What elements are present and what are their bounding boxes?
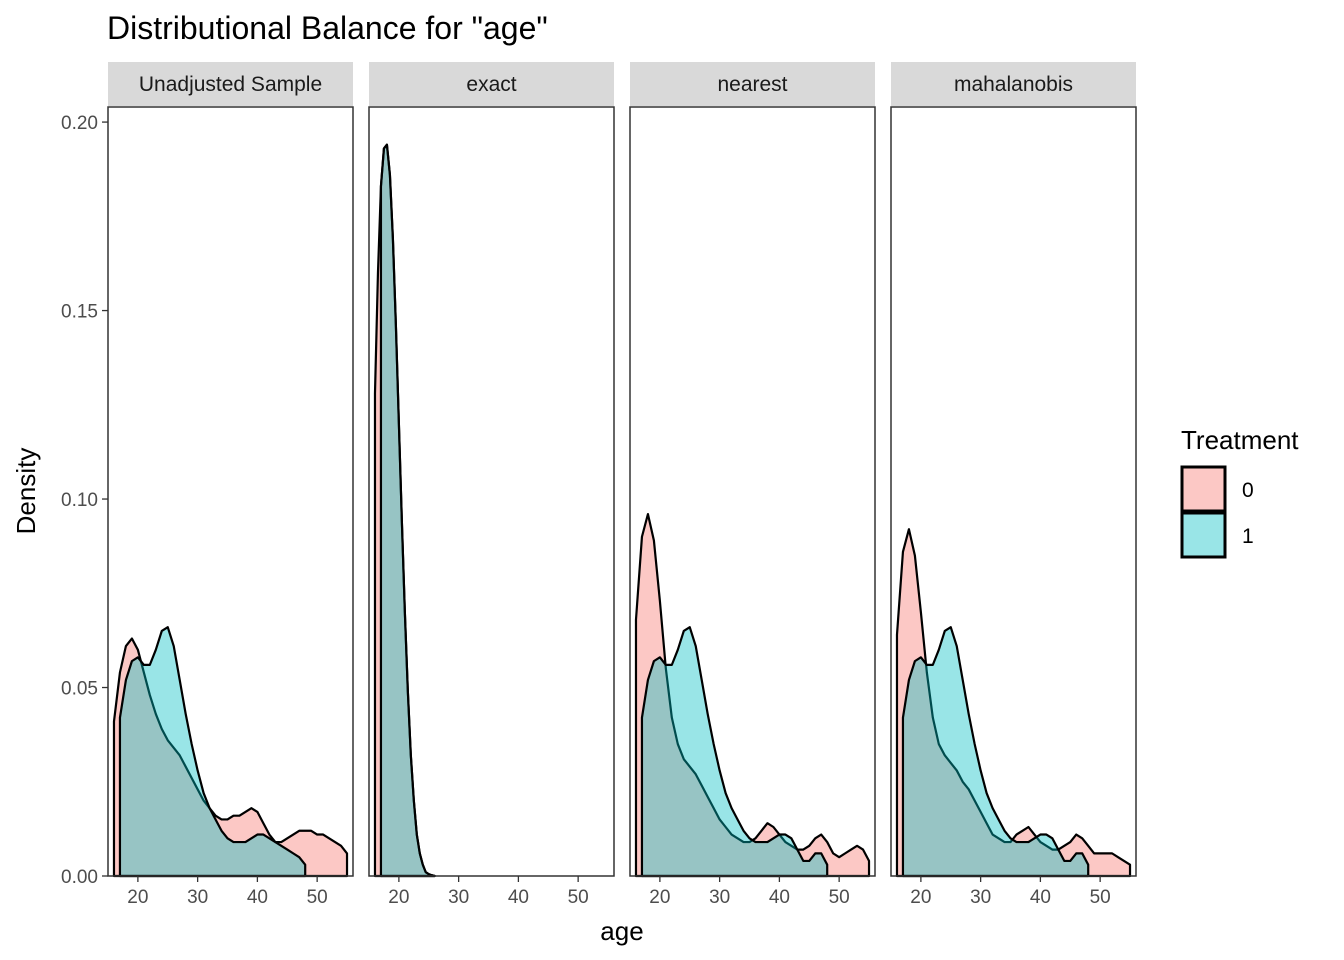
facet-panel: exact 20 30 40 50	[368, 62, 615, 908]
panel-border	[629, 106, 876, 877]
density-area-treatment-0	[112, 637, 349, 878]
density-area-treatment-1	[118, 626, 307, 878]
density-area-treatment-0	[895, 528, 1132, 878]
density-area-treatment-1	[379, 143, 436, 878]
x-tick-label: 30	[970, 887, 991, 908]
x-tick-label: 20	[388, 887, 409, 908]
panel-background	[108, 107, 353, 876]
x-tick-label: 40	[247, 887, 268, 908]
panel-border	[890, 106, 1137, 877]
legend-title: Treatment	[1181, 425, 1299, 455]
y-tick-label: 0.00	[61, 867, 98, 888]
x-tick-label: 40	[769, 887, 790, 908]
density-area-treatment-0	[634, 513, 871, 878]
x-axis-title: age	[600, 916, 643, 946]
y-tick-label: 0.05	[61, 679, 98, 700]
facet-panel: nearest 20 30 40 50	[629, 62, 876, 908]
x-tick-label: 50	[568, 887, 589, 908]
facet-panel: mahalanobis 20 30 40 50	[890, 62, 1137, 908]
facet-panel: Unadjusted Sample 20 30 40 50	[107, 62, 354, 908]
x-tick-label: 50	[1090, 887, 1111, 908]
facet-strip	[891, 62, 1136, 106]
panel-border	[107, 106, 354, 877]
chart-title: Distributional Balance for "age"	[107, 10, 548, 46]
facet-strip	[369, 62, 614, 106]
legend: Treatment 0 1	[1180, 425, 1299, 559]
x-tick-label: 50	[307, 887, 328, 908]
facet-strip-label: exact	[466, 73, 516, 96]
y-axis-title: Density	[11, 448, 41, 535]
x-tick-label: 20	[127, 887, 148, 908]
legend-label-1: 1	[1242, 525, 1254, 548]
x-tick-label: 50	[829, 887, 850, 908]
density-area-treatment-1	[901, 626, 1090, 878]
panel-border	[368, 106, 615, 877]
panel-background	[891, 107, 1136, 876]
panel-background	[630, 107, 875, 876]
x-tick-label: 40	[508, 887, 529, 908]
x-tick-label: 40	[1030, 887, 1051, 908]
x-tick-label: 30	[709, 887, 730, 908]
facet-strip	[630, 62, 875, 106]
x-tick-label: 20	[649, 887, 670, 908]
legend-label-0: 0	[1242, 479, 1254, 502]
legend-key-0	[1180, 465, 1227, 513]
y-tick-label: 0.10	[61, 490, 98, 511]
facet-strip	[108, 62, 353, 106]
facet-strip-label: nearest	[717, 73, 787, 96]
x-tick-label: 20	[910, 887, 931, 908]
density-area-treatment-1	[640, 626, 829, 878]
legend-key-1	[1180, 511, 1227, 559]
x-tick-label: 30	[187, 887, 208, 908]
x-tick-label: 30	[448, 887, 469, 908]
y-tick-label: 0.20	[61, 113, 98, 134]
y-tick-label: 0.15	[61, 302, 98, 323]
y-axis: 0.00 0.05 0.10 0.15 0.20	[61, 113, 108, 888]
facet-strip-label: mahalanobis	[954, 73, 1073, 96]
facet-strip-label: Unadjusted Sample	[139, 73, 322, 96]
